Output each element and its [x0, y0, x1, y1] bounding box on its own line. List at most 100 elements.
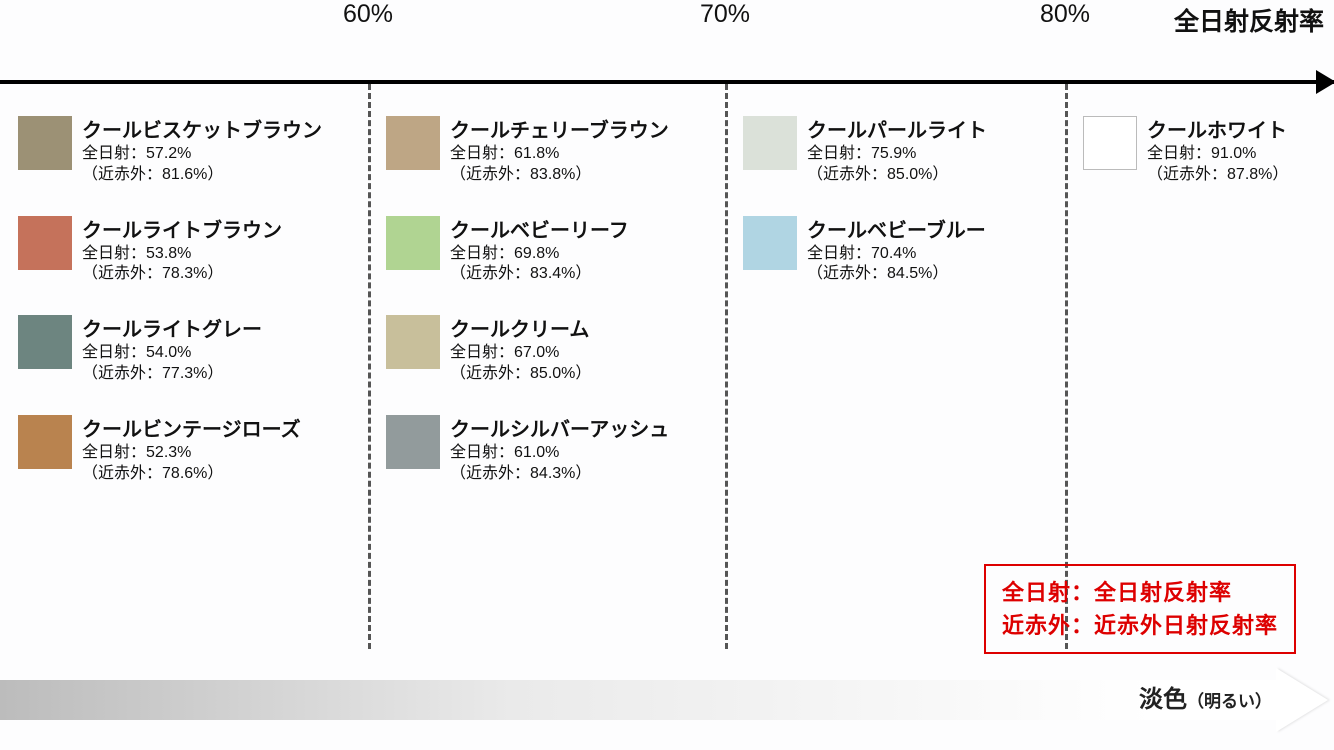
stat-label: 全日射： — [450, 245, 514, 262]
swatch-item: クールライトグレー全日射：54.0%（近赤外：77.3%） — [18, 313, 358, 385]
swatch-name: クールベビーブルー — [807, 214, 986, 243]
swatch-kin-stat: （近赤外：83.4%） — [450, 264, 629, 285]
swatch-item: クールベビーブルー全日射：70.4% （近赤外：84.5%） — [743, 214, 1055, 286]
swatch-text: クールホワイト全日射：91.0%（近赤外：87.8%） — [1147, 114, 1288, 186]
tick-label: 60% — [343, 0, 393, 29]
swatch-name: クールパールライト — [807, 114, 987, 143]
swatch-kin-stat: （近赤外：85.0%） — [807, 165, 987, 186]
swatch-item: クールパールライト全日射：75.9%（近赤外：85.0%） — [743, 114, 1055, 186]
stat-label: 全日射： — [1147, 145, 1211, 162]
stat-value: 70.4% — [871, 245, 916, 262]
stat-value: 83.4%） — [530, 265, 591, 282]
stat-label: （近赤外： — [450, 465, 530, 482]
swatch-item: クールホワイト全日射：91.0%（近赤外：87.8%） — [1083, 114, 1324, 186]
legend-line-1: 全日射：全日射反射率 — [1002, 576, 1278, 609]
swatch-kin-stat: （近赤外：83.8%） — [450, 165, 669, 186]
swatch-item: クールシルバーアッシュ全日射：61.0%（近赤外：84.3%） — [386, 413, 715, 485]
stat-label: 全日射： — [450, 444, 514, 461]
stat-value: 83.8%） — [530, 166, 591, 183]
swatch-text: クールライトブラウン全日射：53.8%（近赤外：78.3%） — [82, 214, 282, 286]
stat-label: 全日射： — [807, 245, 871, 262]
color-swatch — [18, 216, 72, 270]
stat-value: 84.3%） — [530, 465, 591, 482]
color-swatch — [1083, 116, 1137, 170]
swatch-text: クールビスケットブラウン全日射：57.2%（近赤外：81.6%） — [82, 114, 322, 186]
stat-value: 78.3%） — [162, 265, 223, 282]
stat-label: 全日射： — [450, 145, 514, 162]
stat-value: 53.8% — [146, 245, 191, 262]
swatch-item: クールベビーリーフ全日射：69.8% （近赤外：83.4%） — [386, 214, 715, 286]
swatch-column: クールチェリーブラウン全日射：61.8%（近赤外：83.8%）クールベビーリーフ… — [368, 114, 725, 512]
stat-label: 全日射： — [82, 444, 146, 461]
color-swatch — [386, 216, 440, 270]
stat-value: 52.3% — [146, 444, 191, 461]
stat-value: 81.6%） — [162, 166, 223, 183]
stat-label: （近赤外： — [82, 365, 162, 382]
swatch-name: クールチェリーブラウン — [450, 114, 669, 143]
swatch-item: クールビンテージローズ全日射：52.3%（近赤外：78.6%） — [18, 413, 358, 485]
swatch-text: クールベビーブルー全日射：70.4% （近赤外：84.5%） — [807, 214, 986, 286]
swatch-item: クールクリーム全日射：67.0%（近赤外：85.0%） — [386, 313, 715, 385]
color-swatch — [386, 315, 440, 369]
lightness-label-main: 淡色 — [1139, 686, 1187, 713]
swatch-column: クールパールライト全日射：75.9%（近赤外：85.0%）クールベビーブルー全日… — [725, 114, 1065, 512]
swatch-name: クールライトブラウン — [82, 214, 282, 243]
stat-label: （近赤外： — [82, 265, 162, 282]
legend-box: 全日射：全日射反射率 近赤外：近赤外日射反射率 — [984, 564, 1296, 654]
swatch-zen-stat: 全日射：53.8% — [82, 244, 282, 265]
swatch-zen-stat: 全日射：67.0% — [450, 343, 591, 364]
stat-value: 91.0% — [1211, 145, 1256, 162]
stat-value: 85.0%） — [887, 166, 948, 183]
swatch-zen-stat: 全日射：91.0% — [1147, 144, 1288, 165]
stat-value: 78.6%） — [162, 465, 223, 482]
stat-value: 87.8%） — [1227, 166, 1288, 183]
swatch-zen-stat: 全日射：61.0% — [450, 443, 669, 464]
swatch-name: クールベビーリーフ — [450, 214, 629, 243]
swatch-zen-stat: 全日射：61.8% — [450, 144, 669, 165]
swatch-zen-stat: 全日射：75.9% — [807, 144, 987, 165]
tick-label: 80% — [1040, 0, 1090, 29]
stat-label: 全日射： — [450, 344, 514, 361]
stat-value: 75.9% — [871, 145, 916, 162]
swatch-column: クールビスケットブラウン全日射：57.2%（近赤外：81.6%）クールライトブラ… — [0, 114, 368, 512]
swatch-zen-stat: 全日射：52.3% — [82, 443, 301, 464]
swatch-item: クールライトブラウン全日射：53.8%（近赤外：78.3%） — [18, 214, 358, 286]
stat-value: 54.0% — [146, 344, 191, 361]
stat-label: （近赤外： — [807, 166, 887, 183]
swatch-zen-stat: 全日射：57.2% — [82, 144, 322, 165]
swatch-kin-stat: （近赤外：77.3%） — [82, 364, 262, 385]
swatch-text: クールパールライト全日射：75.9%（近赤外：85.0%） — [807, 114, 987, 186]
swatch-text: クールビンテージローズ全日射：52.3%（近赤外：78.6%） — [82, 413, 301, 485]
stat-value: 57.2% — [146, 145, 191, 162]
color-swatch — [386, 415, 440, 469]
swatch-name: クールホワイト — [1147, 114, 1288, 143]
swatch-columns: クールビスケットブラウン全日射：57.2%（近赤外：81.6%）クールライトブラ… — [0, 114, 1334, 512]
stat-label: （近赤外： — [450, 265, 530, 282]
color-swatch — [18, 116, 72, 170]
swatch-name: クールビンテージローズ — [82, 413, 301, 442]
stat-value: 67.0% — [514, 344, 559, 361]
swatch-text: クールチェリーブラウン全日射：61.8%（近赤外：83.8%） — [450, 114, 669, 186]
stat-value: 77.3%） — [162, 365, 223, 382]
stat-value: 61.0% — [514, 444, 559, 461]
stat-label: （近赤外： — [450, 365, 530, 382]
swatch-zen-stat: 全日射：54.0% — [82, 343, 262, 364]
swatch-kin-stat: （近赤外：84.3%） — [450, 464, 669, 485]
color-swatch — [18, 315, 72, 369]
swatch-item: クールチェリーブラウン全日射：61.8%（近赤外：83.8%） — [386, 114, 715, 186]
stat-label: （近赤外： — [82, 166, 162, 183]
lightness-label: 淡色（明るい） — [1139, 679, 1272, 714]
stat-value: 69.8% — [514, 245, 559, 262]
lightness-label-sub: （明るい） — [1187, 692, 1272, 711]
lightness-gradient-bar — [0, 680, 1280, 720]
stat-label: 全日射： — [82, 344, 146, 361]
stat-label: 全日射： — [82, 245, 146, 262]
stat-value: 61.8% — [514, 145, 559, 162]
swatch-column: クールホワイト全日射：91.0%（近赤外：87.8%） — [1065, 114, 1334, 512]
swatch-kin-stat: （近赤外：84.5%） — [807, 264, 986, 285]
lightness-arrow-icon — [1276, 668, 1328, 732]
swatch-text: クールクリーム全日射：67.0%（近赤外：85.0%） — [450, 313, 591, 385]
swatch-kin-stat: （近赤外：87.8%） — [1147, 165, 1288, 186]
stat-label: （近赤外： — [807, 265, 887, 282]
swatch-kin-stat: （近赤外：85.0%） — [450, 364, 591, 385]
